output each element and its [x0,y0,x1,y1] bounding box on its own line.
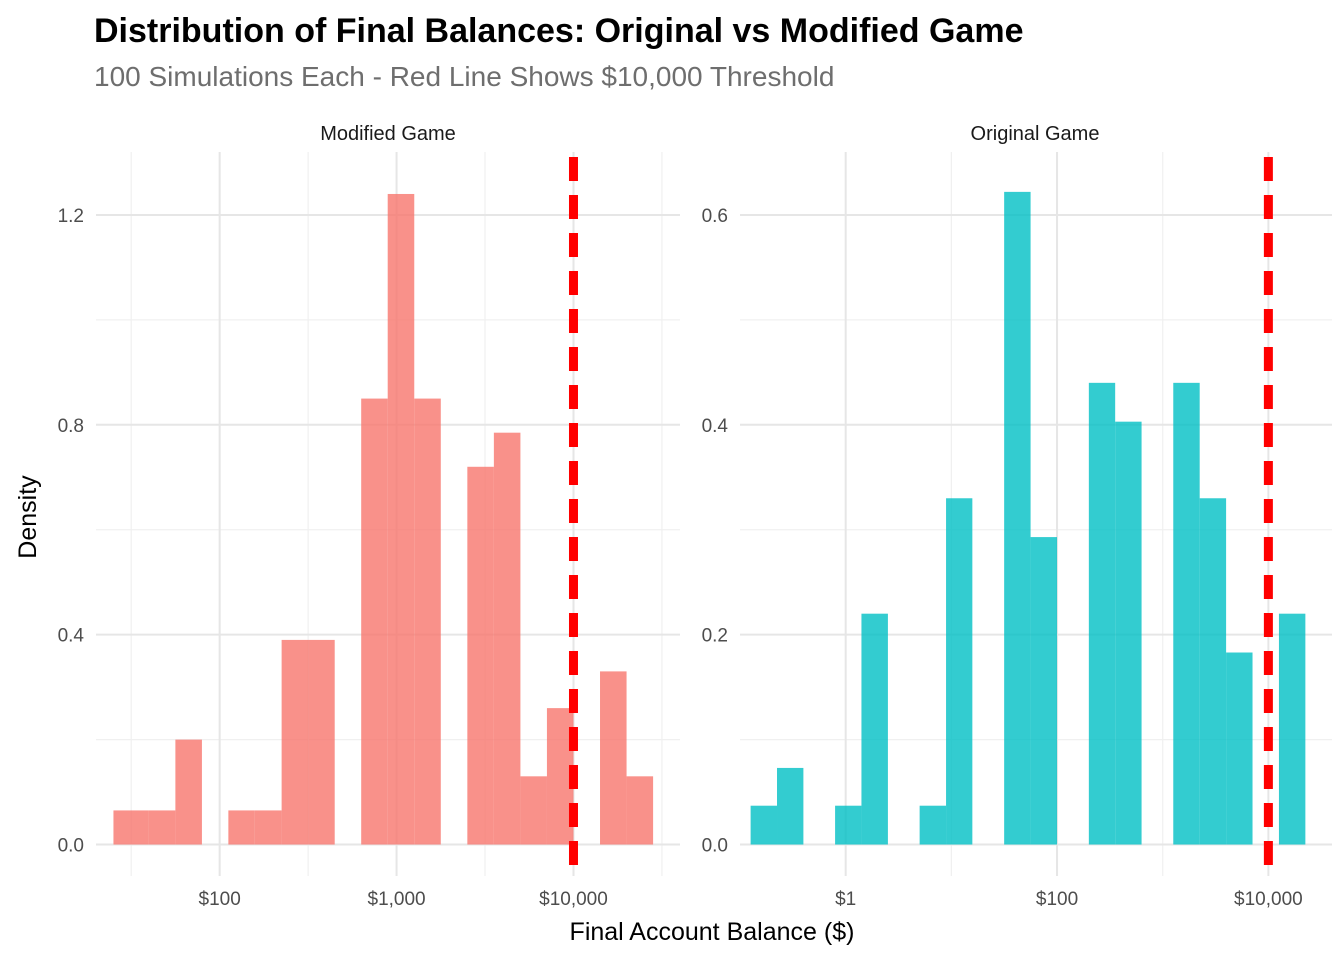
x-tick-label: $100 [1036,889,1078,910]
histogram-bar [175,739,202,845]
histogram-bar [414,398,441,845]
x-tick-label: $10,000 [1234,889,1303,910]
histogram-bar [919,805,947,845]
histogram-bar [777,767,804,845]
histogram-bar [387,193,415,845]
histogram-bar [228,810,255,845]
histogram-bar [1115,421,1142,845]
y-tick-label: 0.8 [58,416,84,437]
histogram-bar [467,466,494,845]
histogram-bar [113,810,149,845]
histogram-bar [1278,613,1306,845]
histogram-bar [148,810,176,845]
panel-modified-game: 0.0 0.4 0.8 1.2 $100 $1,000 $10,000 [58,152,680,910]
chart-subtitle: 100 Simulations Each - Red Line Shows $1… [94,61,834,92]
histogram-bar [750,805,778,845]
panel-strip-modified: Modified Game [320,123,456,145]
y-tick-label: 0.4 [58,626,85,647]
histogram-bar [308,639,335,845]
histogram-bar [835,805,862,845]
histogram-bar [600,671,627,845]
x-axis-title: Final Account Balance ($) [570,918,855,946]
y-tick-label: 0.4 [702,416,729,437]
histogram-bar [626,776,654,845]
panel-strip-original: Original Game [971,123,1100,145]
histogram-bar [361,398,388,845]
x-tick-label: $10,000 [539,889,608,910]
x-tick-label: $1 [835,889,856,910]
histogram-bar [1226,652,1253,845]
x-tick-label: $100 [199,889,241,910]
histogram-bar [254,810,282,845]
y-tick-label: 0.6 [702,206,728,227]
histogram-bar [861,613,888,845]
y-tick-label: 0.2 [702,626,728,647]
histogram-bar [1030,537,1058,845]
histogram-bar [493,432,521,845]
histogram-bar [1199,498,1227,845]
chart-title: Distribution of Final Balances: Original… [94,12,1023,50]
panel-original-game: 0.0 0.2 0.4 0.6 $1 $100 $10,000 [702,152,1332,910]
y-tick-label: 1.2 [58,206,84,227]
y-tick-label: 0.0 [58,836,84,857]
histogram-bar [520,776,547,845]
y-tick-label: 0.0 [702,836,728,857]
x-tick-label: $1,000 [368,889,426,910]
histogram-bar [1173,382,1200,845]
histogram-bar [946,498,973,845]
histogram-bar [281,639,309,845]
y-axis-title: Density [14,475,42,559]
histogram-bar [1088,382,1116,845]
histogram-bar [1004,191,1031,845]
